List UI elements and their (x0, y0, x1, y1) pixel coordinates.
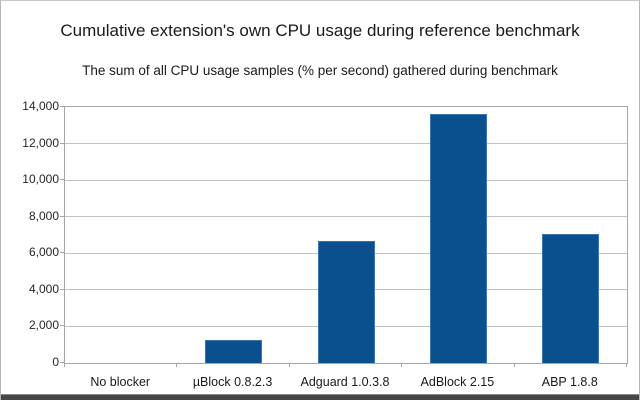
bar-abp-1-8-8 (542, 234, 599, 363)
y-axis-tick-mark (60, 142, 64, 144)
x-axis-tick-mark (176, 363, 177, 367)
bar-adguard-1-0-3-8 (318, 241, 375, 363)
y-axis-tick-mark (60, 288, 64, 290)
bar-adblock-2-15 (430, 114, 487, 363)
gridline (65, 143, 627, 145)
x-axis-category-label: µBlock 0.8.2.3 (192, 375, 273, 389)
x-axis-category-label: No blocker (90, 375, 151, 389)
y-axis-tick-label: 12,000 (22, 135, 59, 150)
y-axis-tick-label: 8,000 (28, 208, 59, 223)
x-axis-category-label: ABP 1.8.8 (541, 375, 598, 389)
bar--block-0-8-2-3 (205, 340, 262, 363)
y-axis-tick-mark (60, 252, 64, 254)
y-axis-tick-mark (60, 325, 64, 327)
chart-title: Cumulative extension's own CPU usage dur… (60, 21, 580, 40)
x-axis-tick-mark (514, 363, 515, 367)
y-axis-tick-label: 14,000 (22, 99, 59, 113)
y-axis-tick-mark (60, 215, 64, 217)
y-axis-tick-mark (60, 106, 64, 107)
y-axis-tick-label: 10,000 (22, 172, 59, 187)
y-axis-tick-mark (60, 362, 64, 363)
x-axis-tick-mark (64, 363, 65, 367)
gridline (65, 179, 627, 181)
x-axis-category-label: Adguard 1.0.3.8 (300, 375, 390, 389)
chart-subtitle: The sum of all CPU usage samples (% per … (82, 63, 558, 78)
y-axis-tick-label: 0 (52, 355, 59, 369)
x-axis-tick-mark (401, 363, 402, 367)
y-axis-tick-label: 2,000 (28, 318, 59, 333)
bottom-border-bar (1, 394, 639, 400)
x-axis-tick-mark (626, 363, 627, 367)
y-axis-tick-mark (60, 179, 64, 181)
x-axis-category-label: AdBlock 2.15 (420, 375, 495, 389)
y-axis-tick-label: 4,000 (28, 281, 59, 296)
x-axis-tick-mark (289, 363, 290, 367)
y-axis-tick-label: 6,000 (28, 245, 59, 260)
plot-area (64, 106, 628, 364)
gridline (65, 216, 627, 218)
